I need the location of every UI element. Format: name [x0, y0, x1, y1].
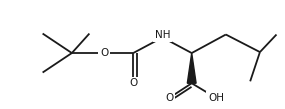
Polygon shape [187, 53, 196, 83]
Text: OH: OH [208, 93, 224, 103]
Text: O: O [100, 48, 108, 58]
Text: NH: NH [155, 31, 170, 41]
Text: O: O [129, 78, 137, 88]
Text: O: O [165, 93, 174, 103]
